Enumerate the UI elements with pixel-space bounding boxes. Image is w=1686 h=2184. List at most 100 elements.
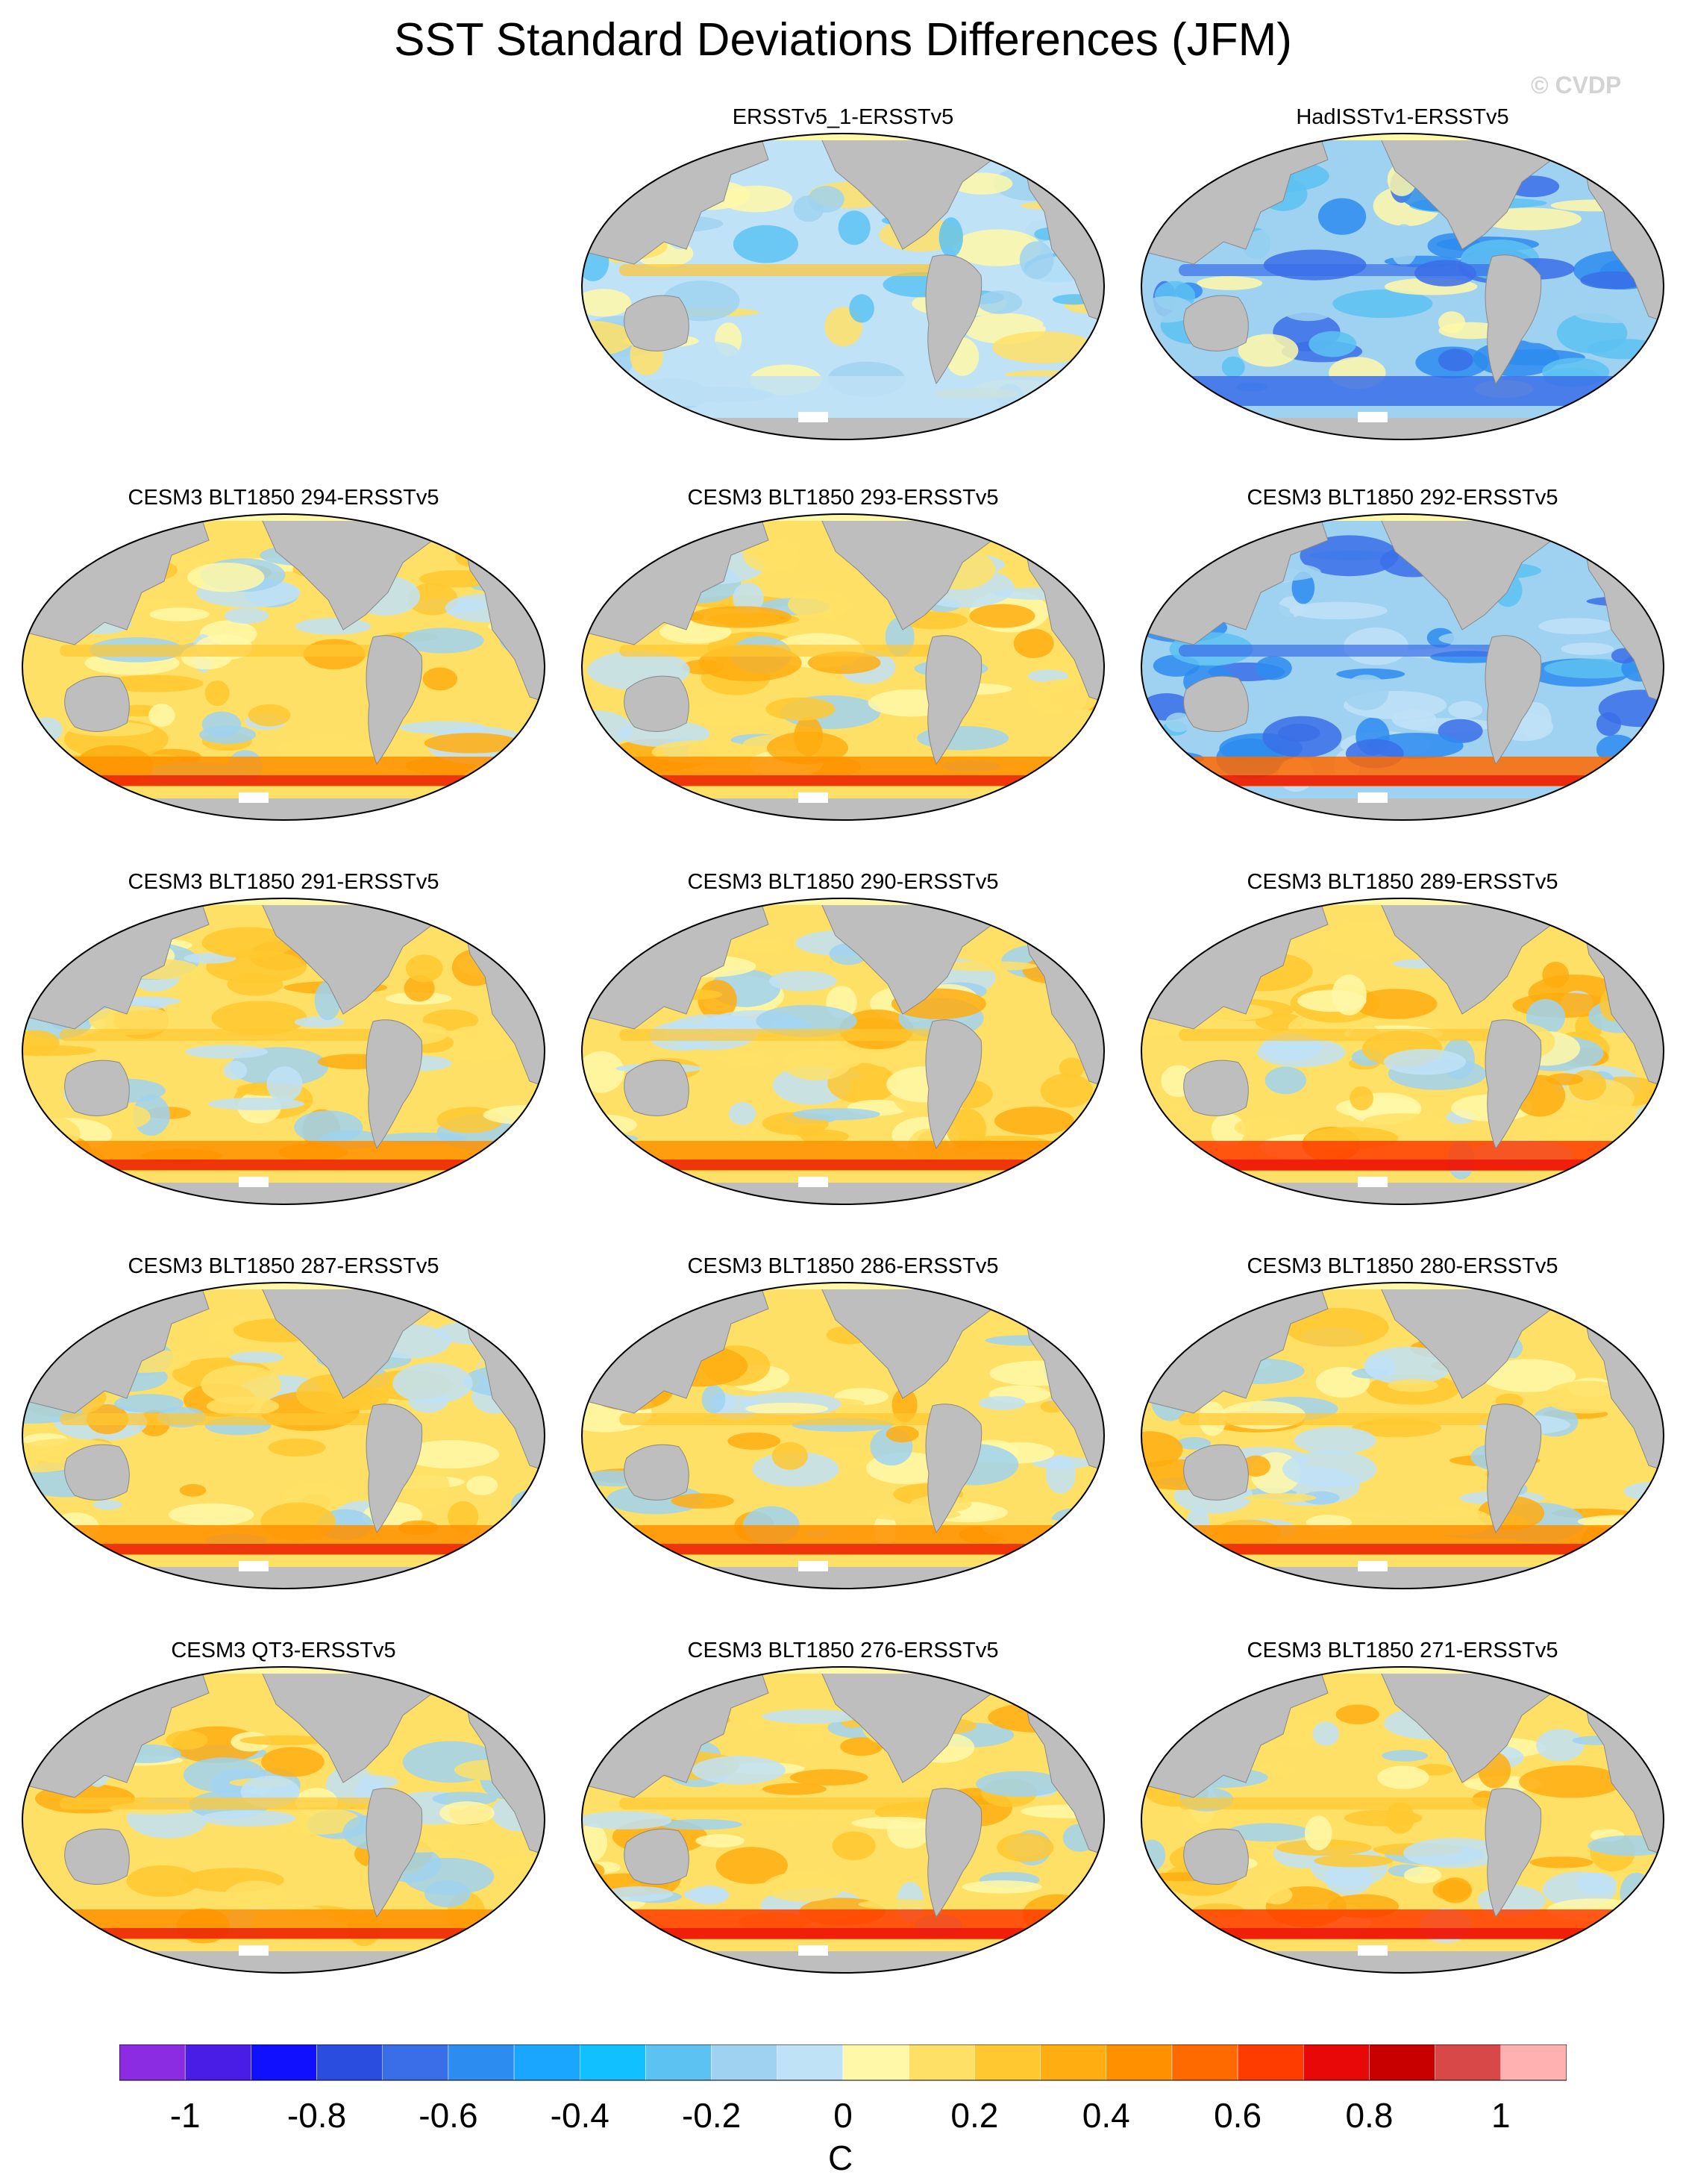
- anomaly-blob: [1056, 547, 1097, 589]
- southern-ocean-peak: [22, 1928, 545, 1939]
- map-panel: CESM3 BLT1850 293-ERSSTv5: [574, 485, 1112, 836]
- anomaly-blob: [22, 742, 60, 757]
- arctic-ice: [1141, 1667, 1664, 1674]
- anomaly-blob: [728, 1102, 756, 1125]
- ice-shelf: [239, 1945, 269, 1956]
- panel-title: CESM3 QT3-ERSSTv5: [171, 1639, 396, 1662]
- anomaly-blob: [1364, 1346, 1452, 1386]
- map-border: [22, 1666, 545, 1974]
- anomaly-blob: [604, 1886, 674, 1902]
- anomaly-blob: [475, 1918, 501, 1945]
- southern-ocean-peak: [1141, 1160, 1664, 1170]
- anomaly-blob: [495, 757, 545, 770]
- anomaly-blob: [1529, 1856, 1593, 1868]
- southern-ocean-peak: [582, 775, 1104, 786]
- anomaly-blob: [1256, 1037, 1346, 1068]
- anomaly-blob: [261, 1747, 325, 1777]
- anomaly-blob: [1056, 1521, 1082, 1547]
- anomaly-blob: [1255, 656, 1292, 680]
- anomaly-blob: [201, 927, 295, 959]
- colorbar-tick-label: -0.4: [550, 2096, 609, 2135]
- map-border: [581, 513, 1105, 821]
- anomaly-blob: [783, 1048, 851, 1080]
- anomaly-blob: [789, 1769, 868, 1786]
- anomaly-blob: [148, 704, 175, 727]
- anomaly-blob: [727, 1432, 781, 1450]
- anomaly-blob: [715, 1847, 788, 1884]
- anomaly-blob: [227, 973, 283, 996]
- map-panel: HadISSTv1-ERSSTv5: [1134, 104, 1671, 455]
- anomaly-blob: [1544, 658, 1642, 679]
- anomaly-blob: [582, 1051, 624, 1093]
- colorbar-swatch: [908, 2044, 975, 2081]
- anomaly-blob: [1519, 1765, 1623, 1798]
- colorbar-swatch: [1106, 2044, 1173, 2081]
- anomaly-blob: [492, 1924, 532, 1940]
- land-australia: [624, 1444, 689, 1501]
- anomaly-blob: [1040, 1073, 1094, 1108]
- arctic-ice: [22, 514, 545, 521]
- anomaly-blob: [1403, 1866, 1442, 1884]
- land-australia: [1183, 675, 1249, 732]
- panel-title: CESM3 BLT1850 292-ERSSTv5: [1247, 486, 1558, 510]
- arctic-ice: [582, 898, 1104, 905]
- world-map: [1141, 513, 1664, 821]
- panel-title: CESM3 BLT1850 276-ERSSTv5: [687, 1639, 999, 1662]
- arctic-ice: [22, 898, 545, 905]
- equatorial-band: [60, 1797, 403, 1809]
- anomaly-blob: [405, 954, 443, 983]
- anomaly-blob: [1438, 632, 1490, 645]
- map-border: [581, 898, 1105, 1205]
- anomaly-blob: [886, 1425, 919, 1443]
- anomaly-blob: [745, 1402, 829, 1415]
- anomaly-blob: [1036, 171, 1104, 182]
- anomaly-blob: [994, 1107, 1074, 1136]
- anomaly-blob: [792, 1108, 880, 1121]
- equatorial-band: [1179, 264, 1522, 276]
- southern-ocean-band: [1141, 376, 1664, 406]
- colorbar-swatch: [1303, 2044, 1370, 2081]
- arctic-ice: [1141, 134, 1664, 140]
- panel-title: CESM3 BLT1850 280-ERSSTv5: [1247, 1254, 1558, 1278]
- anomaly-blob: [491, 556, 534, 566]
- anomaly-blob: [1538, 618, 1614, 635]
- anomaly-blob: [1561, 642, 1614, 655]
- land-australia: [64, 675, 130, 732]
- anomaly-blob: [952, 229, 1042, 266]
- anomaly-blob: [239, 1735, 329, 1745]
- southern-ocean-peak: [582, 1160, 1104, 1170]
- land-south-america: [366, 1788, 423, 1918]
- colorbar-swatch: [448, 2044, 515, 2081]
- land-australia: [1183, 295, 1249, 351]
- anomaly-blob: [1383, 1048, 1466, 1075]
- anomaly-blob: [1054, 541, 1104, 576]
- colorbar-tick-label: 0: [833, 2096, 853, 2135]
- panel-title: CESM3 BLT1850 287-ERSSTv5: [128, 1254, 439, 1278]
- anomaly-blob: [22, 1045, 97, 1057]
- ice-shelf: [798, 1945, 828, 1956]
- anomaly-blob: [851, 1816, 934, 1830]
- anomaly-blob: [761, 1709, 859, 1724]
- equatorial-band: [619, 1029, 962, 1041]
- map-panel: CESM3 BLT1850 287-ERSSTv5: [15, 1254, 552, 1604]
- land-south-america: [1485, 1788, 1542, 1918]
- anomaly-blob: [422, 667, 458, 691]
- map-border: [581, 133, 1105, 440]
- anomaly-blob: [168, 1503, 254, 1527]
- anomaly-blob: [985, 1335, 1069, 1346]
- world-map: [22, 513, 545, 821]
- anomaly-blob: [1241, 1455, 1270, 1477]
- panel-title: CESM3 BLT1850 291-ERSSTv5: [128, 870, 439, 894]
- colorbar-swatch: [1040, 2044, 1106, 2081]
- anomaly-blob: [439, 1801, 495, 1825]
- anomaly-blob: [832, 1831, 876, 1861]
- world-map: [22, 898, 545, 1205]
- world-map: [581, 133, 1105, 440]
- anomaly-blob: [849, 294, 874, 323]
- anomaly-blob: [976, 1771, 1065, 1797]
- colorbar-tick-label: 0.4: [1082, 2096, 1130, 2135]
- ice-shelf: [798, 1177, 828, 1187]
- anomaly-blob: [1281, 298, 1335, 322]
- anomaly-blob: [30, 717, 63, 742]
- anomaly-blob: [206, 1396, 280, 1416]
